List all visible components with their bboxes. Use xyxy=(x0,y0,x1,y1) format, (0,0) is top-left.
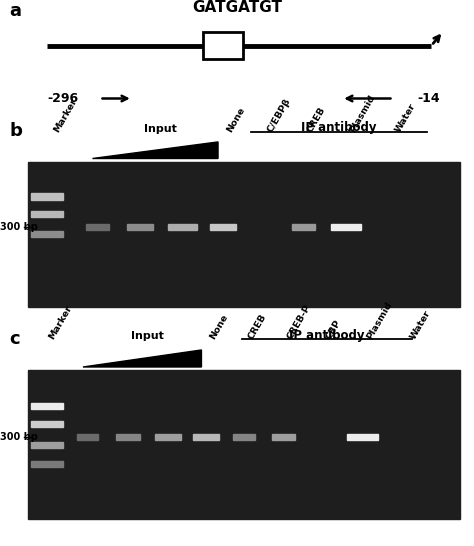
Text: C/EBPβ: C/EBPβ xyxy=(265,96,292,134)
Bar xyxy=(28,162,460,307)
Text: Plasmid: Plasmid xyxy=(365,300,394,341)
Text: 300 bp: 300 bp xyxy=(0,432,38,442)
Text: c: c xyxy=(9,330,20,348)
Polygon shape xyxy=(83,350,201,367)
Bar xyxy=(202,32,243,59)
Bar xyxy=(347,434,378,441)
Bar xyxy=(31,442,63,448)
Text: IP antibody: IP antibody xyxy=(289,329,365,342)
Text: None: None xyxy=(225,105,247,134)
Bar xyxy=(272,434,295,441)
Bar xyxy=(155,434,181,441)
Text: CREB: CREB xyxy=(246,313,268,341)
Text: CBP: CBP xyxy=(325,319,343,341)
Bar xyxy=(86,224,109,230)
Bar xyxy=(210,224,236,230)
Text: IP antibody: IP antibody xyxy=(301,121,377,134)
Bar xyxy=(233,434,255,441)
Text: -296: -296 xyxy=(47,92,79,105)
Text: a: a xyxy=(9,2,21,20)
Text: None: None xyxy=(209,313,230,341)
Bar xyxy=(28,370,460,519)
Bar xyxy=(31,403,63,409)
Text: CREB-P: CREB-P xyxy=(286,304,313,341)
Bar xyxy=(193,434,219,441)
Bar xyxy=(77,434,99,441)
Bar xyxy=(31,231,63,238)
Bar xyxy=(292,224,315,230)
Text: Marker: Marker xyxy=(52,96,79,134)
Polygon shape xyxy=(92,142,218,158)
Bar xyxy=(31,420,63,427)
Bar xyxy=(331,224,361,230)
Bar xyxy=(116,434,140,441)
Text: Water: Water xyxy=(393,101,417,134)
Text: -14: -14 xyxy=(417,92,440,105)
Text: b: b xyxy=(9,122,22,140)
Text: Plasmid: Plasmid xyxy=(348,93,377,134)
Bar xyxy=(31,211,63,217)
Text: Input: Input xyxy=(130,331,164,341)
Text: Water: Water xyxy=(409,309,433,341)
Bar xyxy=(31,193,63,200)
Text: Marker: Marker xyxy=(47,304,74,341)
Bar xyxy=(31,461,63,467)
Text: GATGATGT: GATGATGT xyxy=(192,0,282,15)
Text: 300 bp: 300 bp xyxy=(0,222,38,232)
Text: CREB: CREB xyxy=(306,105,328,134)
Bar xyxy=(127,224,153,230)
Text: Input: Input xyxy=(144,123,176,134)
Bar xyxy=(168,224,197,230)
